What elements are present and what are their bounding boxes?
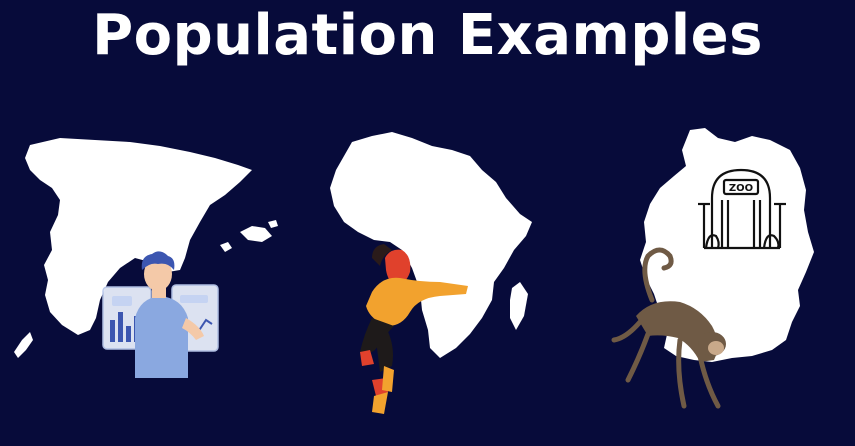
zoo-sign-label: ZOO bbox=[729, 183, 753, 194]
spain-map bbox=[14, 138, 278, 358]
monkey-illustration bbox=[611, 247, 726, 409]
page-title: Population Examples bbox=[92, 3, 763, 68]
data-analyst-illustration bbox=[102, 251, 219, 378]
zoo-gate-icon bbox=[698, 168, 786, 250]
dancing-person-illustration bbox=[360, 244, 468, 414]
africa-map bbox=[330, 132, 532, 358]
